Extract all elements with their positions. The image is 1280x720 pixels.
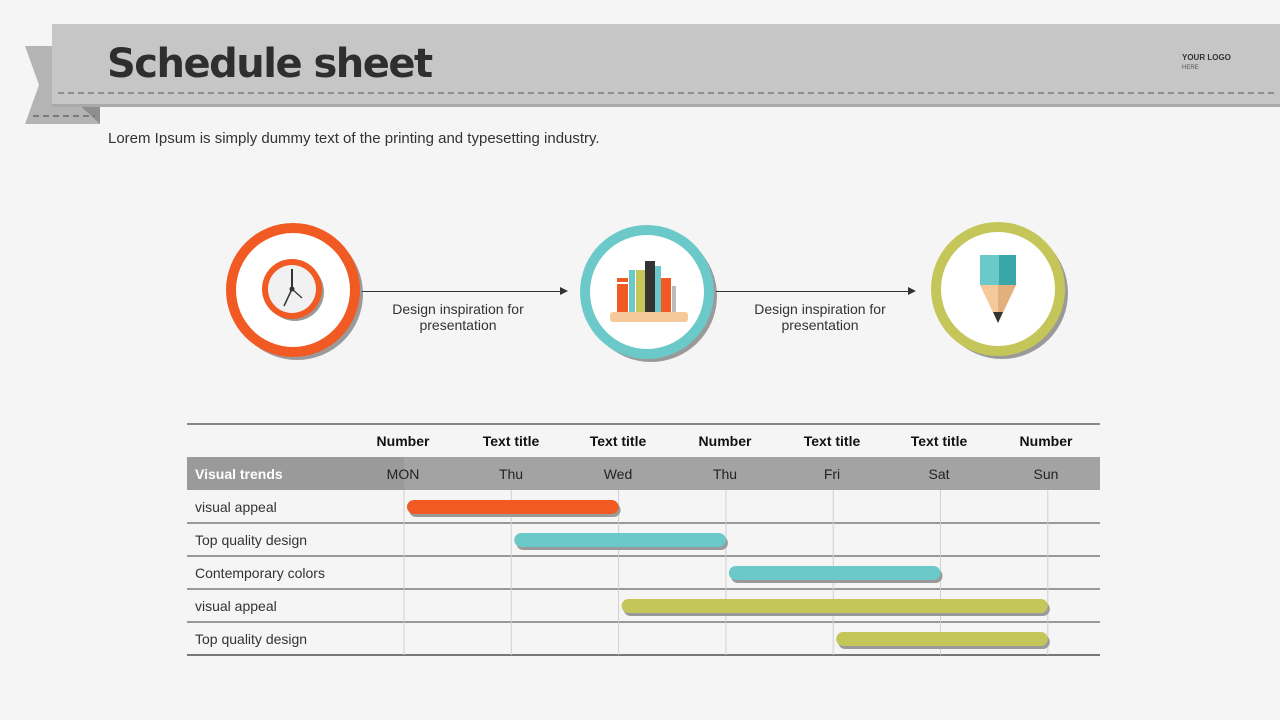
column-header: Text title <box>482 433 540 449</box>
day-label: MON <box>386 466 420 482</box>
row-label: Top quality design <box>195 631 308 647</box>
row-label: visual appeal <box>195 499 277 515</box>
gantt-bar <box>514 533 726 547</box>
gantt-bar-shadow <box>730 569 943 583</box>
gantt-bar <box>621 599 1048 613</box>
flow-label-2-line1: Design inspiration for <box>754 301 886 317</box>
column-header: Text title <box>803 433 861 449</box>
column-header: Number <box>376 433 430 449</box>
row-label: Top quality design <box>195 532 308 548</box>
books-circle <box>580 225 717 362</box>
day-label: Thu <box>712 466 738 482</box>
logo-text: YOUR LOGO <box>1182 53 1231 62</box>
column-header: Number <box>1019 433 1073 449</box>
column-header: Number <box>698 433 752 449</box>
row-label: visual appeal <box>195 598 277 614</box>
day-label: Sat <box>928 466 950 482</box>
gantt-bar <box>407 500 619 514</box>
flow-label-1-line2: presentation <box>419 317 497 333</box>
books-icon <box>610 261 688 322</box>
pencil-circle <box>931 222 1068 359</box>
subtitle: Lorem Ipsum is simply dummy text of the … <box>108 130 600 147</box>
clock-icon <box>262 259 324 321</box>
row-label: Contemporary colors <box>195 565 325 581</box>
flow-label-1: Design inspiration for presentation <box>373 301 543 333</box>
column-header: Text title <box>589 433 647 449</box>
pencil-icon <box>980 255 1016 323</box>
flow-arrow-2 <box>716 287 916 295</box>
visual-trends-header: Visual trends <box>195 466 283 482</box>
logo-subtext: HERE <box>1182 65 1199 71</box>
day-label: Fri <box>823 466 841 482</box>
day-label: Thu <box>498 466 524 482</box>
gantt-bar <box>836 632 1048 646</box>
column-header: Text title <box>910 433 968 449</box>
gantt-bar-shadow <box>516 536 728 550</box>
gantt-bar-shadow <box>838 635 1050 649</box>
flow-label-1-line1: Design inspiration for <box>392 301 524 317</box>
flow-label-2-line2: presentation <box>781 317 859 333</box>
day-label: Wed <box>603 466 633 482</box>
banner-dash-line <box>58 92 1274 94</box>
gantt-bar-shadow <box>409 503 621 517</box>
header-banner <box>52 24 1280 107</box>
day-label: Sun <box>1033 466 1059 482</box>
gantt-bar <box>728 566 941 580</box>
flow-arrow-1 <box>362 287 568 295</box>
flow-label-2: Design inspiration for presentation <box>735 301 905 333</box>
page-title: Schedule sheet <box>107 41 433 87</box>
clock-circle <box>226 223 363 360</box>
gantt-bar-shadow <box>623 602 1050 616</box>
